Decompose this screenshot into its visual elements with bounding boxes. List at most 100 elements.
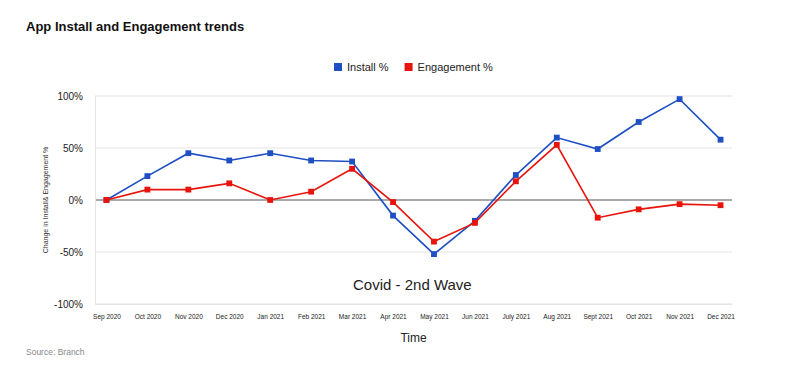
x-tick: Apr 2021 [380, 304, 407, 321]
point [349, 159, 355, 165]
x-tick: Nov 2021 [666, 304, 694, 320]
point [308, 189, 314, 195]
y-axis-title: Change in Install& Engagement % [42, 147, 50, 254]
x-tick: Dec 2021 [707, 304, 735, 320]
point [718, 137, 724, 143]
point [267, 150, 273, 156]
series-markers [104, 142, 724, 245]
point [185, 150, 191, 156]
x-tick: Nov 2020 [175, 304, 203, 320]
x-tick-label: Dec 2021 [707, 313, 735, 320]
point [390, 213, 396, 219]
x-tick-label: Dec 2020 [216, 313, 244, 320]
x-tick-label: Sep 2020 [93, 313, 121, 321]
point [390, 199, 396, 205]
x-axis-title: Time [400, 331, 427, 345]
x-tick: Jun 2021 [462, 304, 489, 320]
series-line [106, 145, 720, 242]
x-tick-label: Oct 2021 [626, 313, 653, 320]
y-tick: 0% [69, 195, 95, 206]
x-axis: Sep 2020 Oct 2020 Nov 2020 Dec 2020 Jan 2021… [93, 304, 735, 321]
x-tick-label: Jun 2021 [462, 313, 489, 320]
y-tick: 100% [57, 91, 95, 102]
x-axis-line [96, 304, 733, 305]
x-tick-label: Aug 2021 [543, 313, 571, 321]
x-tick: Oct 2020 [135, 304, 162, 320]
point [226, 180, 232, 186]
y-tick: 50% [63, 143, 95, 154]
y-tick: -100% [54, 299, 95, 310]
x-tick: Aug 2021 [543, 304, 571, 321]
grid-line [95, 304, 732, 305]
point [636, 119, 642, 125]
y-tick-label: 100% [57, 91, 83, 102]
point [513, 178, 519, 184]
point [104, 197, 110, 203]
point [595, 146, 601, 152]
marks [104, 96, 724, 257]
legend-item: Install % [334, 61, 389, 73]
x-tick-label: Nov 2020 [175, 313, 203, 320]
y-axis: -100% -50% 0% 50% 100% [54, 91, 95, 310]
grid-line [95, 96, 732, 97]
grid [95, 96, 732, 304]
point [431, 239, 437, 245]
x-tick-label: Oct 2020 [135, 313, 162, 320]
y-axis-line [95, 97, 96, 305]
point [677, 201, 683, 207]
x-tick: July 2021 [502, 304, 530, 321]
x-tick-label: July 2021 [502, 313, 530, 321]
point [554, 142, 560, 148]
chart: App Install and Engagement trends -100% -5… [0, 0, 802, 378]
point [636, 206, 642, 212]
x-tick-label: May 2021 [420, 313, 449, 321]
point [144, 173, 150, 179]
y-tick: -50% [60, 247, 95, 258]
point [472, 220, 478, 226]
grid-line [95, 252, 732, 253]
point [226, 158, 232, 164]
x-tick-label: Sept 2021 [583, 313, 613, 321]
x-tick: May 2021 [420, 304, 449, 321]
point [104, 197, 110, 203]
legend-item: Engagement % [405, 61, 493, 73]
point [513, 172, 519, 178]
point [267, 197, 273, 203]
grid-line [95, 148, 732, 149]
y-tick-label: 0% [69, 195, 84, 206]
x-tick: Sep 2020 [93, 304, 121, 321]
point [718, 202, 724, 208]
legend-label: Engagement % [418, 61, 493, 73]
x-tick: Dec 2020 [216, 304, 244, 320]
x-tick: Mar 2021 [339, 304, 367, 320]
x-tick-label: Mar 2021 [339, 313, 367, 320]
source: Source: Branch [26, 347, 85, 357]
x-tick-label: Nov 2021 [666, 313, 694, 320]
point [144, 187, 150, 193]
point [308, 158, 314, 164]
plot: -100% -50% 0% 50% 100% Sep 2020 Oct 2020 Nov 20… [54, 91, 735, 321]
x-tick-label: Feb 2021 [298, 313, 326, 320]
x-tick-label: Apr 2021 [380, 313, 407, 321]
point [349, 166, 355, 172]
x-tick-label: Jan 2021 [257, 313, 284, 320]
point [554, 135, 560, 141]
point [677, 96, 683, 102]
y-tick-label: -50% [60, 247, 83, 258]
point [431, 251, 437, 257]
legend-label: Install % [347, 61, 389, 73]
series-line [106, 99, 720, 254]
grid-line [95, 200, 732, 201]
title: App Install and Engagement trends [26, 19, 244, 34]
y-tick-label: 50% [63, 143, 83, 154]
legend-swatch [405, 63, 413, 71]
legend-swatch [334, 63, 342, 71]
annotation: Covid - 2nd Wave [353, 276, 472, 293]
series-markers [104, 96, 724, 257]
point [185, 187, 191, 193]
x-tick: Oct 2021 [626, 304, 653, 320]
legend: Install % Engagement % [334, 61, 493, 73]
x-tick: Jan 2021 [257, 304, 284, 320]
x-tick: Feb 2021 [298, 304, 326, 320]
y-tick-label: -100% [54, 299, 83, 310]
